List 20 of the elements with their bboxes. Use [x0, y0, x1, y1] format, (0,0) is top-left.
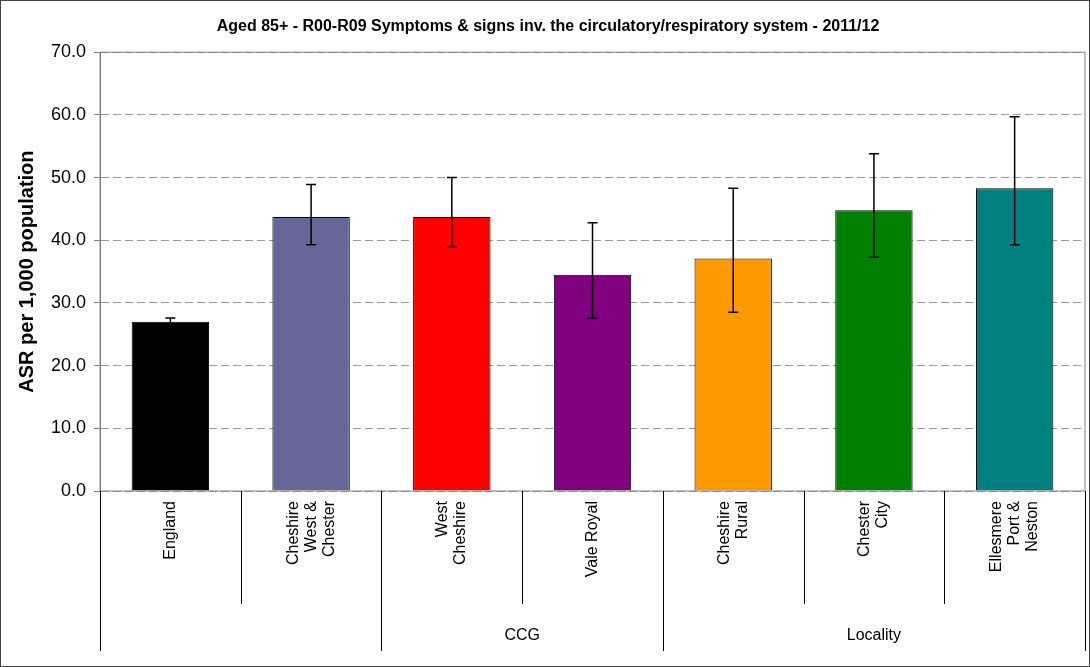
text: CCG	[504, 626, 540, 644]
y-tick-label: 0.0	[61, 479, 87, 500]
y-tick-label: 60.0	[50, 103, 87, 124]
x-tick-label: Cheshire Rural	[714, 500, 750, 566]
y-tick-label: 40.0	[50, 229, 87, 250]
x-tick-label: Vale Royal	[582, 501, 600, 578]
x-tick-label: Cheshire West & Chester	[283, 500, 337, 566]
y-tick-label: 20.0	[50, 354, 87, 375]
y-axis-title: ASR per 1,000 population	[14, 150, 37, 393]
x-tick-label: Ellesmere Port & Neston	[987, 500, 1041, 573]
x-tick-label: West Cheshire	[433, 500, 469, 566]
y-tick-label: 30.0	[50, 291, 87, 312]
bar	[131, 321, 210, 491]
x-tick-label: England	[160, 501, 178, 560]
y-tick-label: 50.0	[50, 166, 87, 187]
x-tick-label: Chester City	[855, 500, 891, 558]
text: Locality	[846, 626, 902, 644]
y-tick-label: 70.0	[50, 41, 87, 62]
chart-title: Aged 85+ - R00-R09 Symptoms & signs inv. the circulatory/respiratory system - 2011/12	[216, 17, 880, 35]
y-tick-label: 10.0	[50, 417, 87, 438]
